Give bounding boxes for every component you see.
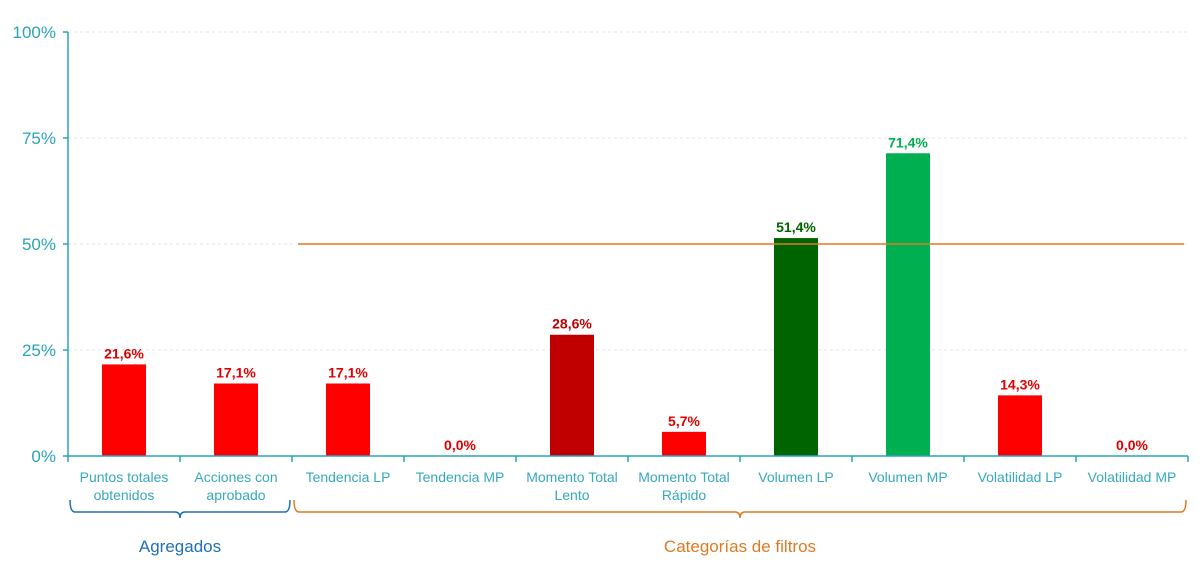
data-label: 0,0% bbox=[444, 437, 476, 453]
bar bbox=[326, 383, 370, 456]
group-brace bbox=[293, 499, 1187, 519]
data-label: 51,4% bbox=[776, 219, 816, 235]
category-groups: Agregados Categorías de filtros bbox=[69, 499, 1187, 556]
x-tick-label: Volumen MP bbox=[868, 469, 947, 485]
data-label: 28,6% bbox=[552, 316, 592, 332]
axes bbox=[63, 31, 1189, 462]
x-tick-label: aprobado bbox=[206, 487, 265, 503]
group-label: Agregados bbox=[139, 537, 221, 556]
x-tick-label: Puntos totales bbox=[80, 469, 169, 485]
x-tick-label: Volatilidad LP bbox=[978, 469, 1063, 485]
bar bbox=[102, 364, 146, 456]
bar bbox=[998, 395, 1042, 456]
x-tick-label: Volumen LP bbox=[758, 469, 834, 485]
x-tick-label: Tendencia MP bbox=[416, 469, 505, 485]
x-tick-label: obtenidos bbox=[94, 487, 155, 503]
x-tick-label: Momento Total bbox=[638, 469, 730, 485]
y-tick-label: 75% bbox=[22, 129, 56, 148]
bar bbox=[886, 153, 930, 457]
y-tick-label: 100% bbox=[13, 23, 56, 42]
group-label: Categorías de filtros bbox=[664, 537, 816, 556]
bar bbox=[214, 383, 258, 456]
x-tick-label: Tendencia LP bbox=[306, 469, 391, 485]
x-tick-label: Momento Total bbox=[526, 469, 618, 485]
y-tick-labels: 0% 25% 50% 75% 100% bbox=[13, 23, 56, 466]
x-tick-label: Acciones con bbox=[194, 469, 277, 485]
y-tick-label: 50% bbox=[22, 235, 56, 254]
x-tick-label: Volatilidad MP bbox=[1088, 469, 1177, 485]
x-tick-label: Rápido bbox=[662, 487, 707, 503]
bar bbox=[550, 334, 594, 456]
bar bbox=[662, 431, 706, 456]
data-label: 5,7% bbox=[668, 413, 700, 429]
x-tick-labels: Puntos totales obtenidos Acciones con aprob… bbox=[80, 469, 1177, 503]
data-label: 71,4% bbox=[888, 134, 928, 150]
group-brace bbox=[69, 499, 291, 519]
x-tick-label: Lento bbox=[554, 487, 589, 503]
bar bbox=[774, 238, 818, 456]
gridlines bbox=[68, 31, 1188, 351]
y-tick-label: 25% bbox=[22, 341, 56, 360]
data-label: 17,1% bbox=[328, 364, 368, 380]
data-label: 17,1% bbox=[216, 364, 256, 380]
bars bbox=[102, 153, 1042, 457]
y-tick-label: 0% bbox=[31, 447, 56, 466]
data-label: 0,0% bbox=[1116, 437, 1148, 453]
data-label: 14,3% bbox=[1000, 376, 1040, 392]
data-labels: 21,6% 17,1% 17,1% 0,0% 28,6% 5,7% 51,4% 71,4% 14… bbox=[104, 134, 1148, 453]
data-label: 21,6% bbox=[104, 345, 144, 361]
